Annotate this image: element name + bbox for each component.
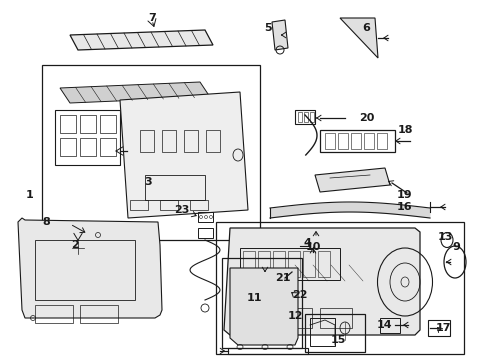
Bar [307,291,319,309]
Bar [258,251,269,277]
Text: 11: 11 [246,293,261,303]
Bar [309,112,313,122]
Polygon shape [120,92,247,218]
Text: 8: 8 [42,217,50,227]
Bar [145,175,204,200]
Bar [319,130,394,152]
Bar [309,238,321,254]
Bar [350,133,360,149]
Bar [303,251,314,277]
Bar [130,200,148,210]
Bar [100,138,116,156]
Bar [60,115,76,133]
Text: 18: 18 [396,125,412,135]
Bar [323,291,334,309]
Polygon shape [314,168,389,192]
Bar [289,262,369,284]
Text: 23: 23 [174,205,189,215]
Bar [190,200,207,210]
Bar [352,291,364,309]
Bar [297,112,302,122]
Text: 1: 1 [26,190,34,200]
Bar [100,115,116,133]
Bar [80,115,96,133]
Bar [348,265,362,281]
Bar [312,265,326,281]
Text: 20: 20 [359,113,374,123]
Bar [198,228,213,238]
Bar [289,288,369,312]
Text: 6: 6 [361,23,369,33]
Text: 13: 13 [436,232,452,242]
Bar [427,320,449,336]
Text: 5: 5 [264,23,271,33]
Text: 14: 14 [376,320,392,330]
Bar [376,133,386,149]
Bar [337,133,347,149]
Polygon shape [70,30,213,50]
Bar [337,291,349,309]
Bar [140,130,154,152]
Bar [35,305,73,323]
Bar [160,200,178,210]
Text: 3: 3 [144,177,151,187]
Polygon shape [18,218,162,318]
Bar [317,251,329,277]
Text: 21: 21 [275,273,290,283]
Bar [80,305,118,323]
Text: 12: 12 [286,311,302,321]
Bar [55,110,120,165]
Text: 9: 9 [451,242,459,252]
Bar [294,110,314,124]
Bar [287,251,299,277]
Bar [205,130,220,152]
Polygon shape [229,268,297,345]
Bar [240,248,339,280]
Bar [294,265,308,281]
Bar [272,251,285,277]
Polygon shape [60,82,209,103]
Bar [319,308,351,328]
Bar [240,308,271,328]
Bar [60,138,76,156]
Text: 10: 10 [305,242,320,252]
Polygon shape [224,228,419,335]
Bar [304,112,307,122]
Text: 7: 7 [148,13,156,23]
Bar [227,348,307,354]
Bar [80,138,96,156]
Bar [222,258,302,348]
Bar [243,251,254,277]
Bar [280,308,311,328]
Bar [309,318,334,346]
Bar [325,133,334,149]
Text: 15: 15 [329,335,345,345]
Text: 4: 4 [303,238,310,248]
Bar [292,291,305,309]
Bar [35,240,135,300]
Text: 22: 22 [292,290,307,300]
Bar [330,265,345,281]
Bar [183,130,198,152]
Bar [379,318,399,333]
Bar [305,314,364,352]
Bar [363,133,373,149]
Text: 19: 19 [396,190,412,200]
Polygon shape [271,20,287,50]
Bar [42,65,260,240]
Bar [162,130,176,152]
Bar [128,145,146,157]
Text: 17: 17 [434,323,450,333]
Polygon shape [339,18,377,58]
Text: 2: 2 [71,240,79,250]
Bar [198,212,213,222]
Text: 16: 16 [396,202,412,212]
Bar [216,222,463,354]
